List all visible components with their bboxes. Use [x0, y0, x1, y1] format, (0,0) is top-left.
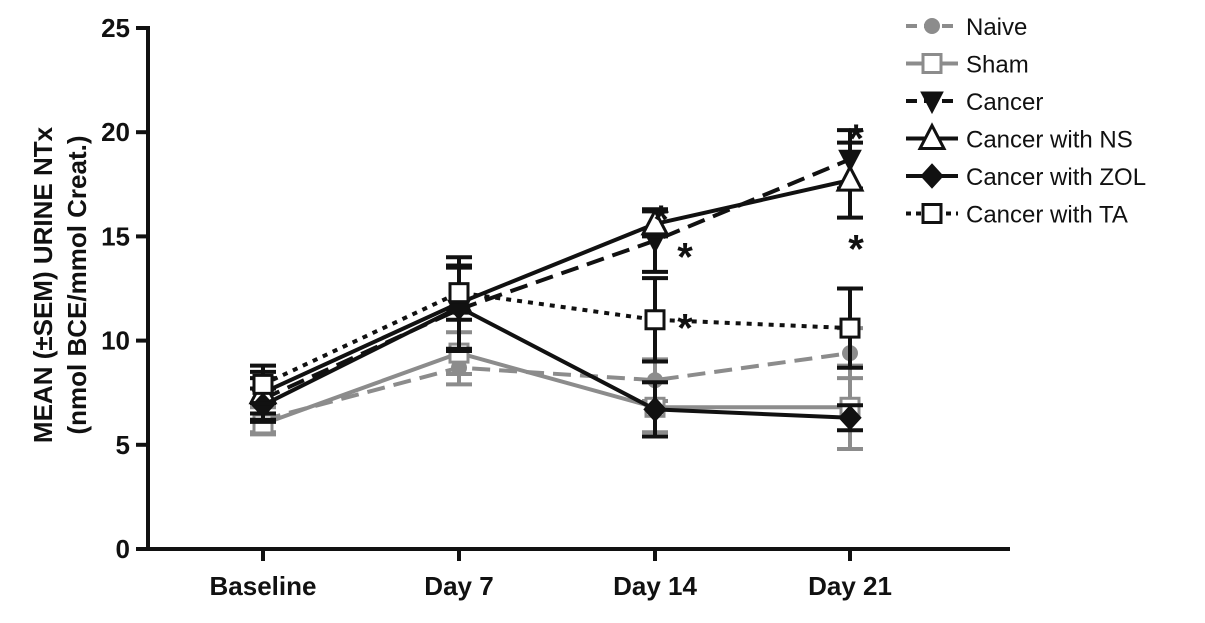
legend: Naive Sham Cancer Cancer with NS Cancer with…	[906, 14, 1146, 229]
legend-label: Cancer with TA	[966, 202, 1128, 229]
y-axis-title-line1: MEAN (±SEM) URINE NTx	[28, 126, 58, 443]
legend-marker	[917, 122, 947, 150]
x-tick-label: Baseline	[210, 571, 317, 601]
annotation-layer: *****	[653, 117, 864, 351]
legend-marker	[921, 53, 943, 74]
data-point	[839, 317, 861, 339]
legend-marker	[924, 18, 940, 34]
series-line	[262, 290, 851, 387]
y-tick-label: 15	[101, 221, 130, 251]
significance-marker: *	[653, 198, 669, 242]
significance-marker: *	[848, 117, 864, 161]
legend-label: Naive	[966, 14, 1027, 41]
significance-marker: *	[677, 307, 693, 351]
y-tick-label: 0	[116, 534, 130, 564]
legend-marker	[920, 163, 944, 189]
y-tick-label: 5	[116, 430, 130, 460]
axes: 0 5 10 15 20 25 Baseline Day 7 Day 14 Day 21	[101, 13, 1010, 601]
series-line	[262, 305, 851, 420]
legend-item: Sham	[906, 52, 1029, 79]
legend-item: Cancer	[906, 89, 1043, 116]
data-point	[252, 373, 274, 395]
series-cancer	[250, 128, 863, 422]
legend-marker	[920, 91, 944, 115]
legend-item: Cancer with TA	[906, 202, 1128, 229]
x-tick-label: Day 7	[424, 571, 493, 601]
data-point	[835, 163, 865, 192]
x-tick-label: Day 14	[613, 571, 697, 601]
y-tick-label: 10	[101, 326, 130, 356]
significance-marker: *	[677, 236, 693, 280]
x-tick-label: Day 21	[808, 571, 892, 601]
data-point	[448, 282, 470, 304]
legend-item: Naive	[906, 14, 1027, 41]
y-tick-label: 20	[101, 117, 130, 147]
legend-item: Cancer with ZOL	[906, 163, 1146, 191]
data-point	[644, 309, 666, 331]
series-line	[262, 351, 851, 422]
series-line	[262, 351, 850, 426]
series-layer	[248, 128, 865, 451]
y-axis-title: MEAN (±SEM) URINE NTx (nmol BCE/mmol Cre…	[28, 126, 92, 443]
legend-marker	[921, 203, 943, 224]
series-cancer-with-ta	[250, 263, 863, 406]
y-axis-title-line2: (nmol BCE/mmol Creat.)	[62, 135, 92, 434]
significance-marker: *	[848, 227, 864, 271]
series-sham	[250, 330, 863, 451]
series-line	[262, 157, 851, 401]
legend-label: Cancer	[966, 89, 1043, 116]
data-point	[643, 396, 667, 423]
data-point	[838, 404, 862, 431]
legend-label: Sham	[966, 52, 1029, 79]
legend-label: Cancer with ZOL	[966, 164, 1146, 191]
y-tick-label: 25	[101, 13, 130, 43]
series-cancer-with-zol	[250, 263, 863, 439]
series-line	[262, 178, 851, 395]
legend-label: Cancer with NS	[966, 127, 1133, 154]
data-point	[640, 207, 670, 236]
legend-item: Cancer with NS	[906, 122, 1133, 154]
